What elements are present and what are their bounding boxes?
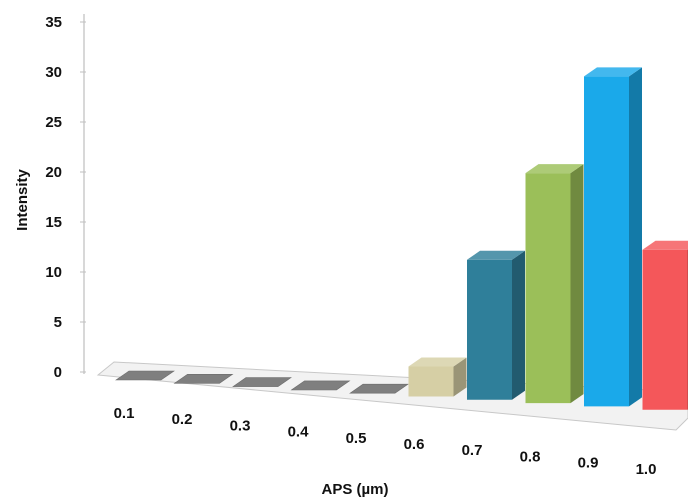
bar: [349, 383, 409, 394]
x-tick-label: 0.1: [114, 405, 135, 422]
bar: [467, 250, 525, 400]
x-tick-label: 0.9: [578, 455, 599, 472]
x-tick-label: 0.6: [404, 436, 425, 453]
y-tick-label: 10: [45, 264, 62, 281]
bar: [232, 377, 292, 387]
bar: [525, 164, 584, 404]
y-tick-label: 30: [45, 64, 62, 81]
bar: [408, 357, 467, 397]
bars: [115, 67, 688, 410]
x-tick-label: 0.8: [520, 448, 541, 465]
y-tick-label: 20: [45, 164, 62, 181]
y-tick-label: 25: [45, 114, 62, 131]
y-axis: 0 5 10 15 20 25 30 35: [45, 14, 86, 381]
x-tick-label: 0.3: [230, 417, 251, 434]
x-tick-label: 0.2: [172, 411, 193, 428]
y-tick-label: 15: [45, 214, 62, 231]
y-tick-label: 0: [54, 364, 62, 381]
bar: [173, 373, 234, 384]
x-tick-label: 0.5: [346, 430, 367, 447]
y-axis-title: Intensity: [14, 169, 31, 231]
x-axis: 0.1 0.2 0.3 0.4 0.5 0.6 0.7 0.8 0.9 1.0: [114, 405, 657, 478]
bar: [642, 240, 688, 410]
y-tick-label: 35: [45, 14, 62, 31]
x-tick-label: 0.4: [288, 424, 310, 441]
x-tick-label: 1.0: [636, 461, 657, 478]
bar: [584, 67, 642, 407]
y-tick-label: 5: [54, 314, 62, 331]
x-axis-title: APS (µm): [322, 481, 389, 498]
x-tick-label: 0.7: [462, 442, 483, 459]
bar: [290, 380, 351, 391]
bar: [115, 370, 175, 381]
